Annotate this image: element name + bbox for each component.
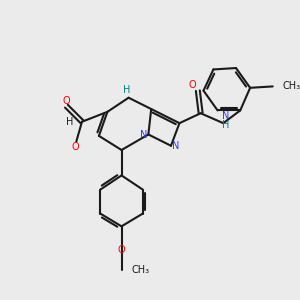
Text: N: N: [222, 111, 229, 121]
Text: O: O: [117, 245, 125, 255]
Text: N: N: [172, 141, 180, 151]
Text: O: O: [72, 142, 80, 152]
Text: N: N: [140, 130, 147, 140]
Text: O: O: [62, 96, 70, 106]
Text: H: H: [124, 85, 131, 95]
Text: H: H: [222, 120, 229, 130]
Text: H: H: [66, 117, 74, 127]
Text: O: O: [189, 80, 196, 90]
Text: CH₃: CH₃: [283, 81, 300, 92]
Text: CH₃: CH₃: [131, 265, 149, 275]
